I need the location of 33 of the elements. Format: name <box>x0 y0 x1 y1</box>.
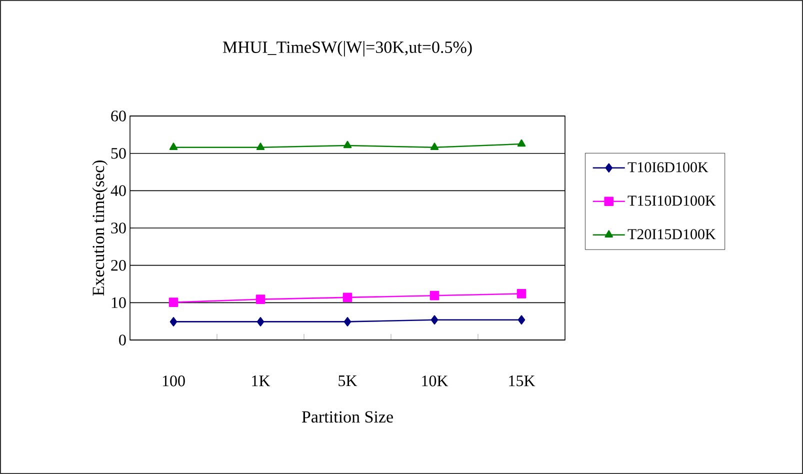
y-tick-label: 40 <box>110 185 126 196</box>
y-tick-label: 30 <box>111 222 126 234</box>
x-tick-label: 15K <box>509 376 536 386</box>
legend-label: T15I10D100K <box>628 196 716 206</box>
x-tick-label: 1K <box>252 376 270 386</box>
point <box>518 315 526 324</box>
x-tick-label: 100 <box>162 376 185 386</box>
y-tick-label: 60 <box>111 110 126 122</box>
y-tick-label: 0 <box>119 334 126 346</box>
x-axis-title: Partition Size <box>302 411 393 423</box>
point <box>516 289 526 298</box>
x-tick-label: 5K <box>338 376 358 386</box>
point <box>430 142 439 150</box>
chart-title: MHUI_TimeSW(|W|=30K,ut=0.5%) <box>222 41 472 56</box>
y-axis-title: Execution time(sec) <box>92 160 108 296</box>
point <box>256 294 266 304</box>
point <box>169 142 178 150</box>
point <box>256 317 264 326</box>
point <box>517 139 526 147</box>
point <box>344 317 352 326</box>
y-tick-label: 50 <box>111 148 126 159</box>
point <box>168 298 178 307</box>
point <box>430 290 440 300</box>
point <box>170 317 178 326</box>
y-tick-label: 10 <box>112 297 126 308</box>
point <box>342 292 352 302</box>
point <box>343 140 352 148</box>
point <box>256 142 265 150</box>
y-tick-label: 20 <box>111 260 126 271</box>
x-tick-label: 10K <box>422 376 448 386</box>
legend-label: T20I15D100K <box>628 229 716 240</box>
point <box>430 315 438 324</box>
legend-label: T10I6D100K <box>628 162 708 172</box>
